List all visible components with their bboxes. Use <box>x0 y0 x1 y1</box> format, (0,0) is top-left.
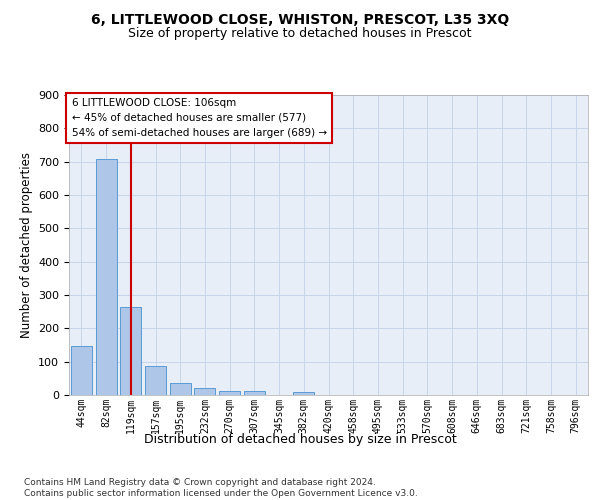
Bar <box>170 384 191 395</box>
Text: Size of property relative to detached houses in Prescot: Size of property relative to detached ho… <box>128 28 472 40</box>
Text: Distribution of detached houses by size in Prescot: Distribution of detached houses by size … <box>143 432 457 446</box>
Bar <box>293 392 314 395</box>
Bar <box>194 388 215 395</box>
Bar <box>95 159 116 395</box>
Bar <box>120 306 141 395</box>
Text: Contains HM Land Registry data © Crown copyright and database right 2024.
Contai: Contains HM Land Registry data © Crown c… <box>24 478 418 498</box>
Bar <box>71 346 92 395</box>
Bar <box>219 391 240 395</box>
Text: 6 LITTLEWOOD CLOSE: 106sqm
← 45% of detached houses are smaller (577)
54% of sem: 6 LITTLEWOOD CLOSE: 106sqm ← 45% of deta… <box>71 98 327 138</box>
Bar <box>145 366 166 395</box>
Y-axis label: Number of detached properties: Number of detached properties <box>20 152 32 338</box>
Bar <box>244 391 265 395</box>
Text: 6, LITTLEWOOD CLOSE, WHISTON, PRESCOT, L35 3XQ: 6, LITTLEWOOD CLOSE, WHISTON, PRESCOT, L… <box>91 12 509 26</box>
